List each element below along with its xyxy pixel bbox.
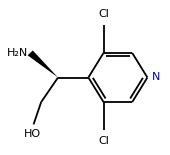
Text: HO: HO: [24, 129, 41, 139]
Polygon shape: [28, 51, 58, 78]
Text: Cl: Cl: [98, 9, 109, 19]
Text: H₂N: H₂N: [7, 48, 29, 58]
Text: Cl: Cl: [98, 136, 109, 146]
Text: N: N: [152, 73, 160, 82]
